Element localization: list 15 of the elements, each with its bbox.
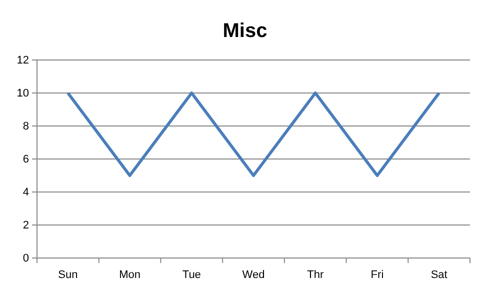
y-tick-label: 10 bbox=[16, 88, 29, 100]
x-tick-label: Sun bbox=[58, 268, 78, 281]
y-tick-label: 2 bbox=[22, 220, 29, 232]
chart-title: Misc bbox=[222, 20, 268, 42]
x-tick-label: Mon bbox=[119, 268, 140, 281]
y-tick-label: 4 bbox=[22, 186, 29, 199]
x-tick-label: Sat bbox=[430, 268, 448, 281]
x-tick-label: Thr bbox=[307, 268, 324, 281]
x-tick-label: Fri bbox=[370, 268, 384, 281]
y-tick-label: 6 bbox=[22, 154, 29, 166]
y-tick-label: 12 bbox=[16, 54, 29, 67]
y-tick-label: 0 bbox=[22, 252, 29, 265]
x-tick-label: Tue bbox=[182, 268, 201, 281]
x-tick-label: Wed bbox=[242, 268, 265, 281]
y-tick-label: 8 bbox=[22, 120, 29, 133]
